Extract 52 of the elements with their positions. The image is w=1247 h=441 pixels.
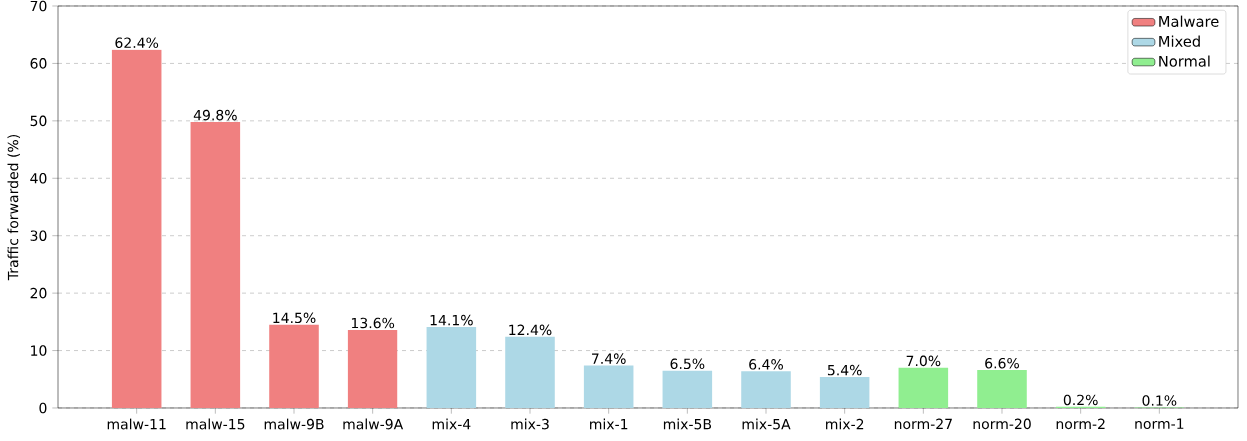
data-label: 62.4% — [115, 37, 159, 49]
y-tick-label: 10 — [31, 345, 47, 356]
data-label: 6.6% — [985, 357, 1019, 369]
x-tick-label: mix-5B — [663, 418, 712, 430]
y-tick-label: 20 — [30, 287, 47, 299]
data-label: 12.4% — [509, 324, 552, 336]
legend-label: Mixed — [1159, 35, 1200, 47]
y-tick-label: 40 — [30, 172, 47, 184]
data-label: 5.4% — [827, 364, 862, 376]
data-label: 0.1% — [1142, 395, 1177, 406]
bar — [898, 367, 949, 408]
x-tick-label: malw-9B — [264, 418, 324, 430]
x-tick-label: mix-1 — [590, 418, 628, 430]
bar — [426, 327, 477, 408]
data-label: 0.2% — [1063, 394, 1098, 406]
y-tick-label: 60 — [30, 58, 47, 69]
x-tick-label: norm-1 — [1135, 418, 1184, 429]
x-tick-label: mix-2 — [826, 418, 864, 430]
bar — [741, 371, 791, 408]
y-tick-label: 70 — [30, 0, 47, 12]
x-tick-label: mix-4 — [432, 418, 471, 430]
bar — [583, 365, 634, 408]
bar — [269, 324, 319, 408]
bar — [505, 336, 555, 408]
bar — [111, 49, 162, 408]
y-axis-title: Traffic forwarded (%) — [7, 135, 20, 281]
y-tick-label: 50 — [30, 115, 47, 127]
data-label: 7.4% — [592, 353, 626, 364]
data-label: 7.0% — [906, 355, 941, 367]
data-label: 6.4% — [749, 359, 783, 370]
x-tick-label: malw-9A — [343, 418, 404, 430]
y-tick-label: 30 — [30, 230, 47, 241]
data-label: 6.5% — [670, 358, 705, 370]
bar — [819, 376, 870, 408]
bar — [662, 370, 713, 408]
x-tick-label: malw-15 — [186, 418, 245, 430]
data-label: 13.6% — [351, 317, 395, 329]
x-tick-label: mix-3 — [511, 418, 549, 430]
x-tick-label: malw-11 — [107, 418, 166, 430]
x-tick-label: mix-5A — [742, 418, 791, 430]
data-label: 14.5% — [273, 312, 316, 324]
bar — [190, 121, 241, 408]
legend-label: Malware — [1159, 15, 1219, 27]
data-label: 49.8% — [193, 109, 237, 121]
legend-label: Normal — [1159, 55, 1210, 67]
x-tick-label: norm-20 — [973, 418, 1031, 430]
bar — [347, 329, 398, 408]
y-tick-label: 0 — [39, 402, 47, 414]
bar — [977, 370, 1027, 408]
x-tick-label: norm-27 — [894, 418, 952, 430]
data-label: 14.1% — [430, 314, 473, 326]
x-tick-label: norm-2 — [1056, 418, 1105, 430]
